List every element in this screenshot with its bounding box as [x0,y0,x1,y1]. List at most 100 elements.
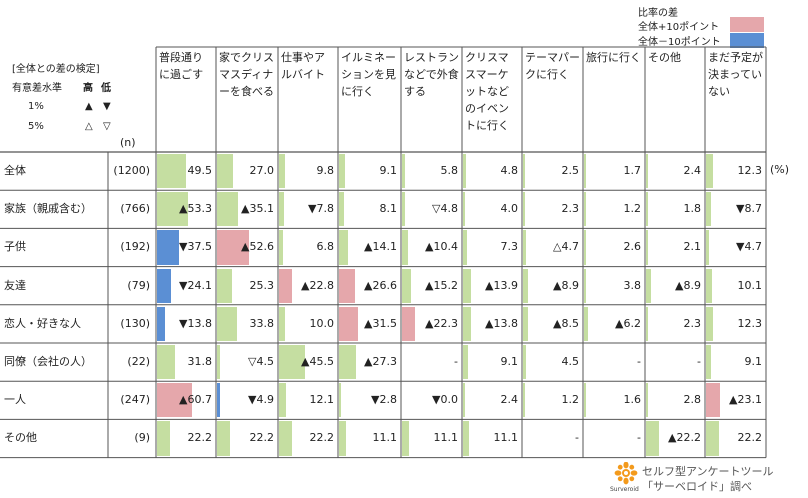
legend-minus-label: 全体－10ポイント [638,37,721,48]
value-label: - [637,355,641,368]
value-bar [523,383,525,418]
value-label: ▲31.5 [364,316,397,330]
row-n: (22) [127,355,150,368]
value-label: ▲22.3 [425,316,458,330]
value-bar [584,306,588,341]
value-bar [217,345,220,380]
value-label: ▲13.8 [485,316,518,330]
value-label: ▲8.9 [553,278,579,292]
value-label: ▲45.5 [301,355,334,368]
value-label: - [454,355,458,368]
value-bar [279,306,285,341]
value-label: 11.1 [372,431,398,445]
value-label: 4.5 [561,355,580,368]
value-bar [584,192,586,227]
row-label: 恋人・好きな人 [4,316,81,330]
value-bar [463,154,466,189]
footer-line-2: 「サーベロイド」調べ [642,480,752,493]
value-label: ▲22.8 [301,278,334,292]
column-header: 旅行に行く [586,51,641,64]
value-bar [279,230,283,265]
source-footer: Surveroid セルフ型アンケートツール 「サーベロイド」調べ [610,462,800,494]
row-label: 全体 [4,164,26,177]
n-column-header: (n) [120,136,136,149]
value-bar [339,383,341,418]
value-label: 5.8 [440,164,459,177]
value-label: ▲8.9 [675,278,701,292]
value-label: 9.8 [316,164,335,177]
value-label: 1.2 [561,393,580,407]
value-label: ▲10.4 [425,240,458,254]
value-bar [646,268,652,303]
row-n: (1200) [113,164,150,177]
value-bar [157,268,171,303]
value-bar [157,383,193,418]
value-bar [279,192,284,227]
significance-5pct: 5% [28,121,44,132]
value-label: ▲8.5 [553,316,579,330]
value-label: - [575,431,579,445]
value-label: 1.6 [623,393,642,407]
value-label: 25.3 [249,278,275,292]
value-bar [339,268,356,303]
value-bar [463,383,465,418]
value-bar [706,268,712,303]
value-label: △4.7 [553,240,579,254]
value-label: 9.1 [379,164,398,177]
value-label: ▲53.3 [179,202,212,216]
column-header: クリスマスマーケットなどのイベントに行く [465,51,509,132]
value-label: 2.6 [623,240,642,254]
value-bar [646,230,648,265]
value-label: 7.3 [500,240,519,254]
value-label: ▽4.5 [248,355,274,368]
value-label: ▼4.9 [248,393,274,407]
color-legend: 比率の差 全体+10ポイント 全体－10ポイント [628,2,803,48]
value-label: ▲23.1 [729,393,762,407]
value-label: - [697,355,701,368]
significance-high-label: 高 [83,83,93,94]
value-bar [706,306,714,341]
legend-minus-swatch [730,33,764,48]
value-bar [339,345,356,380]
value-bar [217,268,233,303]
value-label: ▲6.2 [615,316,641,330]
value-bar [584,154,586,189]
value-bar [217,230,249,265]
value-label: 1.2 [623,202,642,216]
row-n: (247) [120,393,150,407]
value-bar [706,192,712,227]
value-label: 3.8 [623,278,642,292]
value-label: ▼4.7 [736,240,762,254]
value-label: 1.8 [683,202,702,216]
value-label: 12.1 [309,393,335,407]
column-header: テーマパークに行く [525,51,580,81]
value-label: ▲22.2 [668,431,701,445]
value-label: 9.1 [744,355,763,368]
value-bar [402,421,409,456]
value-label: 11.1 [493,431,519,445]
value-bar [584,230,586,265]
row-n: (192) [120,240,150,254]
significance-title: [全体との差の検定] [12,64,100,75]
row-label: 一人 [4,393,26,407]
value-label: 4.0 [500,202,519,216]
value-label: 10.1 [737,278,763,292]
row-label: 子供 [4,240,26,254]
value-label: 31.8 [187,355,213,368]
significance-5pct-low: ▽ [103,121,111,132]
value-bar [157,192,188,227]
value-label: 4.8 [500,164,519,177]
value-bar [279,345,306,380]
value-label: 9.1 [500,355,519,368]
column-header: 家でクリスマスディナーを食べる [219,51,274,98]
row-label: 同僚（会社の人） [4,355,92,368]
value-label: ▲27.3 [364,355,397,368]
value-label: ▼0.0 [432,393,458,407]
value-bar [584,383,586,418]
value-label: ▲26.6 [364,278,397,292]
value-bar [217,421,231,456]
value-label: ▼13.8 [179,316,212,330]
row-n: (766) [120,202,150,216]
value-bar [402,306,416,341]
column-header: 仕事やアルバイト [281,51,325,81]
